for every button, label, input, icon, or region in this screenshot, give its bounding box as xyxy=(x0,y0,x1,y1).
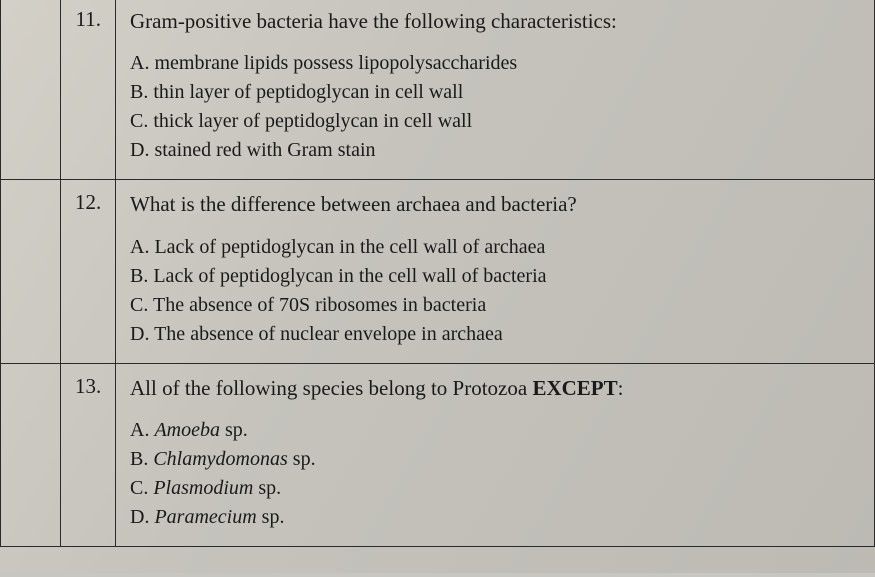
stem-except: EXCEPT xyxy=(532,376,617,400)
option-taxon: Plasmodium xyxy=(153,477,253,499)
option-label: C. xyxy=(130,110,148,132)
option: A. Amoeba sp. xyxy=(130,416,860,445)
option-label: A. xyxy=(130,419,149,441)
option-suffix: sp. xyxy=(257,506,285,528)
option-label: B. xyxy=(130,448,148,470)
option: C. The absence of 70S ribosomes in bacte… xyxy=(130,291,860,320)
left-margin-cell xyxy=(1,0,61,180)
option: D. The absence of nuclear envelope in ar… xyxy=(130,320,860,349)
question-cell: Gram-positive bacteria have the followin… xyxy=(116,0,875,180)
option: D. stained red with Gram stain xyxy=(130,136,860,165)
option-label: C. xyxy=(130,294,148,316)
option-list: A. Amoeba sp. B. Chlamydomonas sp. C. Pl… xyxy=(130,416,860,532)
question-cell: All of the following species belong to P… xyxy=(116,363,875,546)
table-row: 12. What is the difference between archa… xyxy=(1,180,875,363)
option-text: membrane lipids possess lipopolysacchari… xyxy=(154,52,517,74)
option-text: stained red with Gram stain xyxy=(154,139,375,161)
question-stem: Gram-positive bacteria have the followin… xyxy=(130,7,860,35)
option-taxon: Amoeba xyxy=(154,419,220,441)
question-table: 11. Gram-positive bacteria have the foll… xyxy=(0,0,875,547)
table-row: 13. All of the following species belong … xyxy=(1,363,875,546)
option-text: thin layer of peptidoglycan in cell wall xyxy=(153,81,463,103)
option-text: Lack of peptidoglycan in the cell wall o… xyxy=(153,265,546,287)
question-number: 11. xyxy=(61,0,116,180)
option-list: A. membrane lipids possess lipopolysacch… xyxy=(130,49,860,165)
option-taxon: Paramecium xyxy=(154,506,256,528)
question-number: 12. xyxy=(61,180,116,363)
option-suffix: sp. xyxy=(220,419,248,441)
stem-text: All of the following species belong to P… xyxy=(130,376,532,400)
option-label: A. xyxy=(130,236,149,258)
question-stem: What is the difference between archaea a… xyxy=(130,190,860,218)
question-number: 13. xyxy=(61,363,116,546)
option: D. Paramecium sp. xyxy=(130,503,860,532)
option-label: A. xyxy=(130,52,149,74)
option-label: D. xyxy=(130,139,149,161)
option-text: thick layer of peptidoglycan in cell wal… xyxy=(153,110,472,132)
option-taxon: Chlamydomonas xyxy=(153,448,287,470)
option-text: The absence of nuclear envelope in archa… xyxy=(154,323,503,345)
left-margin-cell xyxy=(1,180,61,363)
option: C. Plasmodium sp. xyxy=(130,474,860,503)
table-row: 11. Gram-positive bacteria have the foll… xyxy=(1,0,875,180)
option-list: A. Lack of peptidoglycan in the cell wal… xyxy=(130,233,860,349)
option: B. Lack of peptidoglycan in the cell wal… xyxy=(130,262,860,291)
option-suffix: sp. xyxy=(253,477,281,499)
left-margin-cell xyxy=(1,363,61,546)
option: B. thin layer of peptidoglycan in cell w… xyxy=(130,78,860,107)
option: A. Lack of peptidoglycan in the cell wal… xyxy=(130,233,860,262)
option: A. membrane lipids possess lipopolysacch… xyxy=(130,49,860,78)
question-stem: All of the following species belong to P… xyxy=(130,374,860,402)
option-label: B. xyxy=(130,265,148,287)
option-label: C. xyxy=(130,477,148,499)
option-label: B. xyxy=(130,81,148,103)
option-suffix: sp. xyxy=(288,448,316,470)
option-label: D. xyxy=(130,323,149,345)
option-text: Lack of peptidoglycan in the cell wall o… xyxy=(154,236,545,258)
option-label: D. xyxy=(130,506,149,528)
question-cell: What is the difference between archaea a… xyxy=(116,180,875,363)
option: B. Chlamydomonas sp. xyxy=(130,445,860,474)
option-text: The absence of 70S ribosomes in bacteria xyxy=(153,294,486,316)
option: C. thick layer of peptidoglycan in cell … xyxy=(130,107,860,136)
stem-text: : xyxy=(618,376,624,400)
